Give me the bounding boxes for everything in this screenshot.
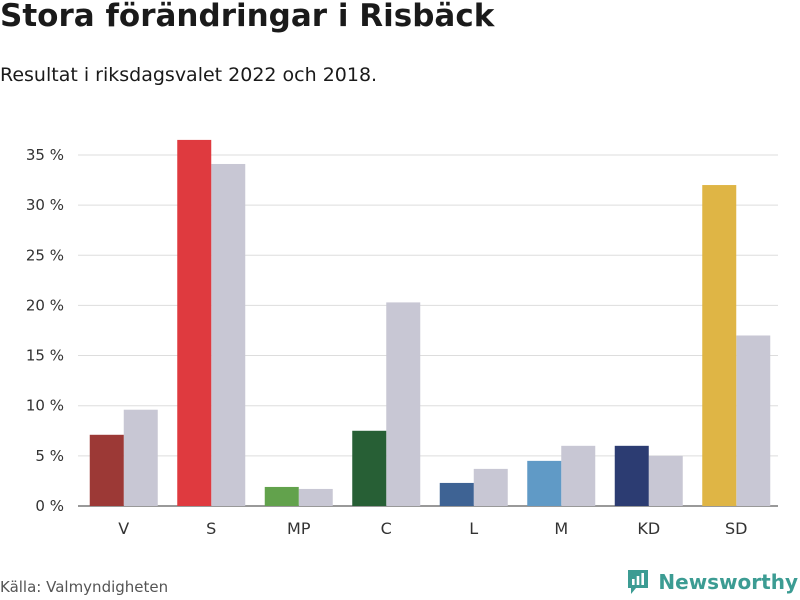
bar-2022-l (439, 482, 474, 506)
x-tick-label: C (381, 519, 392, 538)
bar-2018-c (386, 302, 421, 506)
bar-2022-mp (264, 486, 299, 506)
y-tick-label: 15 % (26, 347, 64, 365)
y-tick-label: 25 % (26, 246, 64, 264)
bar-2018-m (561, 445, 596, 506)
bar-2018-mp (298, 488, 333, 506)
source-note: Källa: Valmyndigheten (0, 578, 169, 596)
x-tick-label: V (118, 519, 129, 538)
bar-2018-kd (648, 455, 683, 506)
bar-2018-s (211, 163, 246, 507)
bar-chart-icon (628, 570, 649, 594)
chart-title: Stora förändringar i Risbäck (0, 0, 495, 34)
x-tick-label: SD (725, 519, 747, 538)
bar-2022-sd (702, 185, 737, 507)
bar-2018-v (123, 409, 158, 506)
x-tick-label: M (554, 519, 568, 538)
bar-2022-kd (614, 445, 649, 506)
bar-2022-s (177, 139, 212, 506)
bar-2018-l (473, 468, 508, 506)
bar-chart: 0 % 5 % 10 % 15 % 20 % 25 % 30 % 35 % V S MP C L M KD S… (26, 139, 778, 538)
bar-2022-v (89, 434, 124, 506)
chart-subtitle: Resultat i riksdagsvalet 2022 och 2018. (0, 64, 378, 86)
bar-2022-c (352, 430, 387, 506)
bar-2022-m (527, 460, 562, 506)
x-tick-label: L (469, 519, 478, 538)
bar-2018-sd (736, 335, 771, 506)
y-tick-label: 30 % (26, 196, 64, 214)
y-tick-label: 10 % (26, 397, 64, 415)
y-tick-label: 5 % (35, 447, 64, 465)
y-tick-label: 20 % (26, 296, 64, 314)
y-tick-label: 35 % (26, 146, 64, 164)
x-tick-label: MP (287, 519, 311, 538)
y-tick-label: 0 % (35, 497, 64, 515)
x-tick-label: S (206, 519, 216, 538)
x-tick-label: KD (637, 519, 660, 538)
brand-name: Newsworthy (658, 570, 798, 594)
brand-logo[interactable]: Newsworthy (626, 568, 798, 596)
